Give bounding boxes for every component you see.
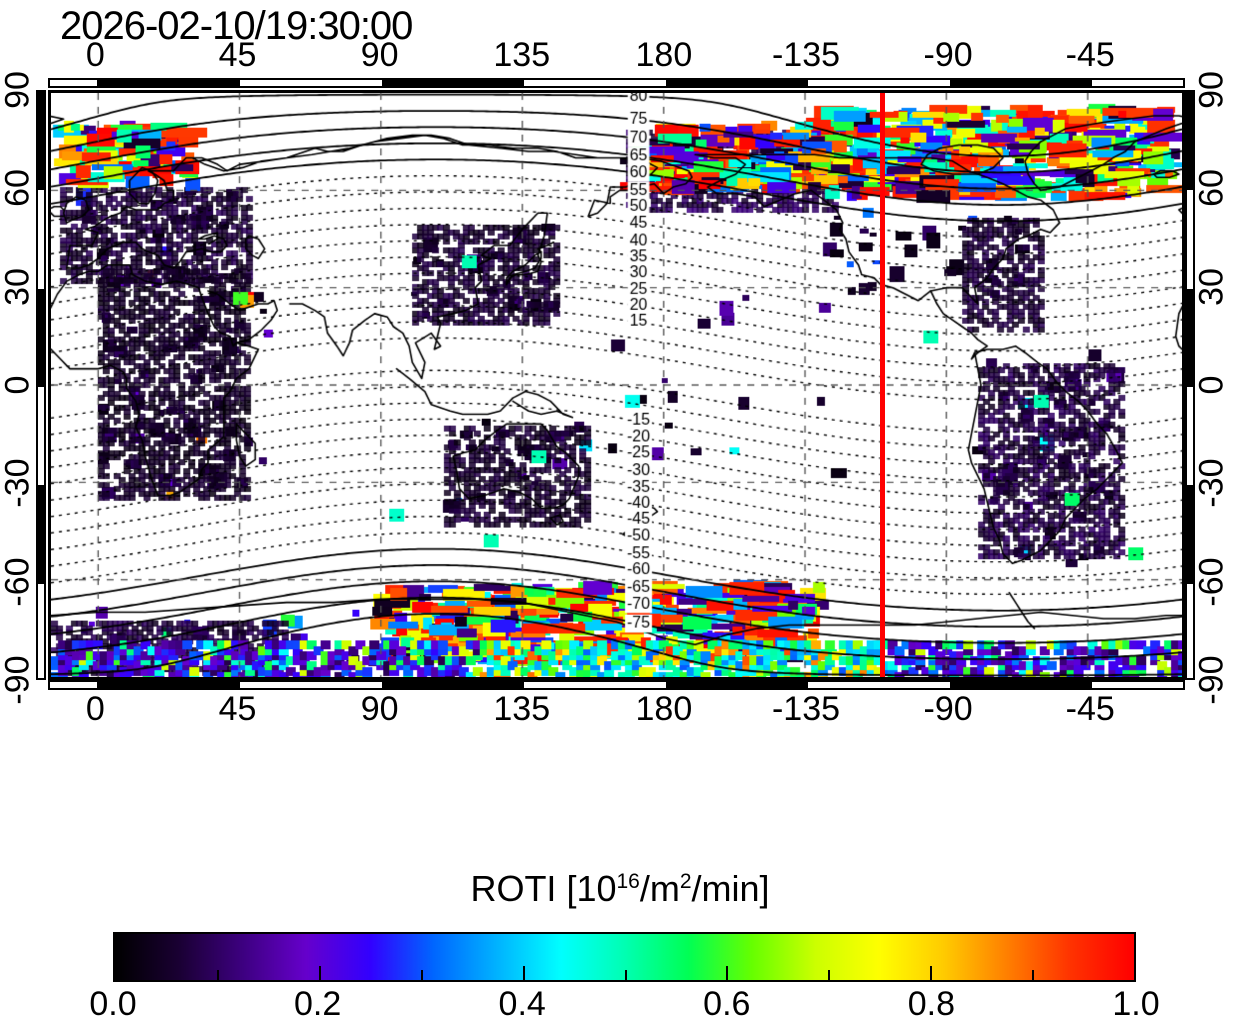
x-tick-label: -135 <box>771 690 841 728</box>
colorbar-minor-tick <box>318 966 321 980</box>
y-tick-label: -60 <box>1192 557 1231 607</box>
colorbar-tick-label: 0.2 <box>293 985 342 1023</box>
colorbar-minor-tick <box>624 970 627 980</box>
roti-heatmap-canvas <box>51 93 1182 677</box>
x-tick-label: -90 <box>923 36 973 74</box>
tick-segment <box>665 80 808 86</box>
colorbar-minor-tick <box>216 970 219 980</box>
x-tick-label: 180 <box>635 690 693 728</box>
tick-segment <box>1187 92 1193 191</box>
x-tick-label: 45 <box>218 36 257 74</box>
y-axis-tickbar-left <box>36 90 46 680</box>
meridian-marker-line <box>879 93 885 677</box>
tick-segment <box>950 80 1093 86</box>
tick-segment <box>665 682 808 688</box>
page-title: 2026-02-10/19:30:00 <box>60 4 413 48</box>
y-tick-label: 90 <box>1192 71 1231 109</box>
y-tick-label: 0 <box>1192 375 1231 395</box>
x-tick-label: -90 <box>923 690 973 728</box>
y-tick-label: -60 <box>0 557 37 607</box>
tick-segment <box>38 485 44 584</box>
colorbar-minor-tick <box>930 966 933 980</box>
y-tick-label: -30 <box>1192 458 1231 508</box>
colorbar-minor-tick <box>522 966 525 980</box>
colorbar-minor-tick <box>726 966 729 980</box>
y-tick-label: 30 <box>0 267 37 306</box>
y-tick-label: 0 <box>0 375 37 395</box>
x-tick-label: 0 <box>85 690 105 728</box>
tick-segment <box>38 288 44 387</box>
tick-segment <box>38 92 44 191</box>
tick-segment <box>381 682 524 688</box>
colorbar-tick-label: 0.4 <box>498 985 546 1023</box>
colorbar-tick-label: 0.0 <box>89 985 137 1023</box>
x-tick-label: 90 <box>360 36 399 74</box>
colorbar <box>113 932 1136 982</box>
x-tick-label: -45 <box>1065 36 1115 74</box>
colorbar-minor-tick <box>828 970 831 980</box>
tick-segment <box>97 80 240 86</box>
y-tick-label: -90 <box>0 655 37 705</box>
colorbar-minor-tick <box>115 966 117 980</box>
tick-segment <box>950 682 1093 688</box>
y-tick-label: 60 <box>1192 169 1231 208</box>
colorbar-minor-tick <box>1134 966 1136 980</box>
colorbar-tick-label: 0.6 <box>703 985 751 1023</box>
roti-map-plot[interactable] <box>48 90 1185 680</box>
x-axis-tickbar-bottom <box>48 680 1185 690</box>
x-tick-label: -45 <box>1065 690 1115 728</box>
x-tick-label: 45 <box>218 690 257 728</box>
y-tick-label: 30 <box>1192 267 1231 306</box>
y-tick-label: -30 <box>0 458 37 508</box>
tick-segment <box>1187 485 1193 584</box>
x-tick-label: 0 <box>85 36 105 74</box>
x-tick-label: 90 <box>360 690 399 728</box>
colorbar-tick-label: 1.0 <box>1112 985 1160 1023</box>
y-tick-label: 60 <box>0 169 37 208</box>
colorbar-tick-label: 0.8 <box>907 985 956 1023</box>
colorbar-minor-tick <box>1032 970 1035 980</box>
x-axis-tickbar-top <box>48 78 1185 88</box>
y-axis-tickbar-right <box>1185 90 1195 680</box>
x-tick-label: 135 <box>493 36 551 74</box>
colorbar-title: ROTI [1016/m2/min] <box>470 868 770 909</box>
tick-segment <box>381 80 524 86</box>
colorbar-minor-tick <box>420 970 423 980</box>
x-tick-label: 135 <box>493 690 551 728</box>
y-tick-label: -90 <box>1192 655 1231 705</box>
x-tick-label: -135 <box>771 36 841 74</box>
tick-segment <box>1187 288 1193 387</box>
x-tick-label: 180 <box>635 36 693 74</box>
y-tick-label: 90 <box>0 71 37 109</box>
tick-segment <box>97 682 240 688</box>
